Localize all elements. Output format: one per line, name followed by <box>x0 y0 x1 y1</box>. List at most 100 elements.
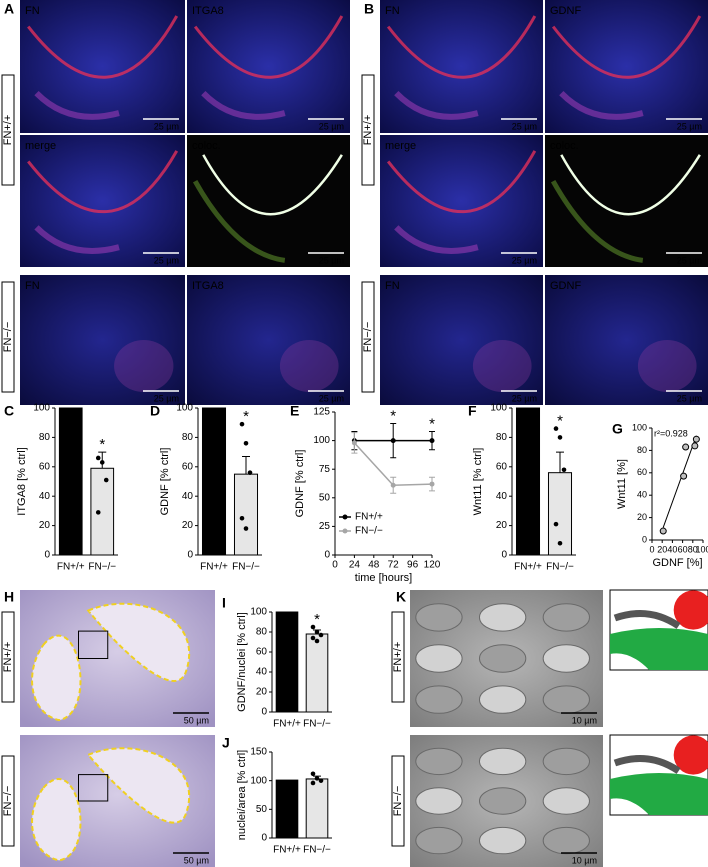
roi-box <box>78 774 109 802</box>
stain <box>201 90 286 120</box>
x-tick-label: FN−/− <box>303 845 331 856</box>
data-point <box>247 470 253 475</box>
scale-bar-label: 25 µm <box>319 393 344 403</box>
data-point <box>692 435 700 443</box>
cell <box>415 787 463 815</box>
y-axis-label: nuclei/area [% ctrl] <box>236 750 248 840</box>
y-tick-label: 60 <box>182 461 194 472</box>
fit-line <box>662 435 697 528</box>
image-label: ITGA8 <box>192 5 224 17</box>
x-tick-label: FN+/+ <box>200 562 228 573</box>
scale-bar-label: 25 µm <box>677 255 702 265</box>
data-point <box>318 778 324 783</box>
y-tick-label: 50 <box>319 492 331 503</box>
scale-bar-label: 25 µm <box>154 393 179 403</box>
stain <box>386 15 537 79</box>
scale-bar-label: 25 µm <box>677 393 702 403</box>
y-tick-label: 25 <box>319 521 331 532</box>
stain <box>550 179 644 263</box>
panel-letter: E <box>290 403 299 419</box>
data-point <box>691 442 699 450</box>
cell <box>542 747 590 776</box>
cell <box>478 787 527 815</box>
data-point <box>99 460 105 465</box>
data-point <box>314 776 320 781</box>
y-tick-label: 60 <box>496 461 508 472</box>
y-tick-label: 100 <box>490 403 507 414</box>
schematic-band <box>613 755 681 774</box>
x-tick-label: 40 <box>667 544 677 554</box>
data-point <box>314 629 320 635</box>
y-tick-label: 0 <box>261 707 267 718</box>
schematic-band <box>610 628 708 670</box>
x-tick-label: 20 <box>657 544 667 554</box>
scale-bar-label: 25 µm <box>512 255 537 265</box>
significance: * <box>243 408 249 425</box>
cell <box>415 747 463 776</box>
roi-box <box>78 630 109 659</box>
scale-bar-label: 25 µm <box>512 121 537 131</box>
genotype-label: FN−/− <box>2 786 14 817</box>
y-tick-label: 100 <box>250 607 267 618</box>
stain <box>114 340 174 392</box>
x-axis-label: GDNF [%] <box>652 557 702 569</box>
data-point <box>557 540 563 546</box>
y-axis-label: Wnt11 [%] <box>616 459 628 509</box>
y-axis-label: ITGA8 [% ctrl] <box>16 447 28 515</box>
cell <box>415 826 463 855</box>
stain <box>637 340 697 392</box>
x-tick-label: 0 <box>332 560 338 571</box>
legend-marker <box>342 528 348 534</box>
legend-marker <box>342 514 348 520</box>
x-tick-label: FN−/− <box>232 562 260 573</box>
bar <box>90 467 115 556</box>
significance: * <box>557 413 563 430</box>
genotype-box <box>391 611 405 703</box>
bar <box>275 779 299 839</box>
stain <box>34 90 120 120</box>
data-point <box>103 477 109 483</box>
panel-letter: J <box>222 735 230 751</box>
scale-bar-label: 25 µm <box>154 255 179 265</box>
y-tick-label: 60 <box>39 461 51 472</box>
stain <box>34 225 120 254</box>
bar <box>275 611 299 713</box>
y-tick-label: 50 <box>256 804 268 815</box>
y-tick-label: 20 <box>182 520 194 531</box>
scale-bar-label: 10 µm <box>572 855 597 865</box>
data-point <box>239 421 245 427</box>
significance: * <box>99 436 105 453</box>
data-point <box>557 435 563 440</box>
y-tick-label: 100 <box>632 422 647 432</box>
x-tick-label: FN−/− <box>88 562 116 573</box>
y-tick-label: 20 <box>496 520 508 531</box>
y-tick-label: 40 <box>496 491 508 502</box>
data-point <box>390 482 396 488</box>
image <box>545 275 708 405</box>
stain <box>386 150 537 214</box>
stain <box>27 150 179 214</box>
y-axis-label: GDNF [% ctrl] <box>294 450 306 518</box>
y-tick-label: 20 <box>637 512 647 522</box>
cell <box>478 644 527 673</box>
y-tick-label: 80 <box>182 432 194 443</box>
cell <box>542 826 590 855</box>
data-point <box>95 510 101 515</box>
image <box>380 0 543 133</box>
image-label: FN <box>25 5 40 17</box>
cell <box>478 603 527 632</box>
genotype-box <box>1 755 15 847</box>
image <box>187 275 350 405</box>
y-axis-label: GDNF/nuclei [% ctrl] <box>236 612 248 712</box>
significance: * <box>429 415 435 432</box>
data-point <box>659 527 667 535</box>
stain <box>192 179 286 263</box>
x-tick-label: 60 <box>678 544 688 554</box>
x-tick-label: FN−/− <box>303 719 331 730</box>
scale-bar-label: 10 µm <box>572 715 597 725</box>
y-tick-label: 125 <box>313 407 330 418</box>
scale-bar-label: 25 µm <box>319 121 344 131</box>
x-tick-label: 120 <box>424 560 441 571</box>
x-tick-label: 100 <box>695 544 708 554</box>
outline <box>31 634 82 722</box>
